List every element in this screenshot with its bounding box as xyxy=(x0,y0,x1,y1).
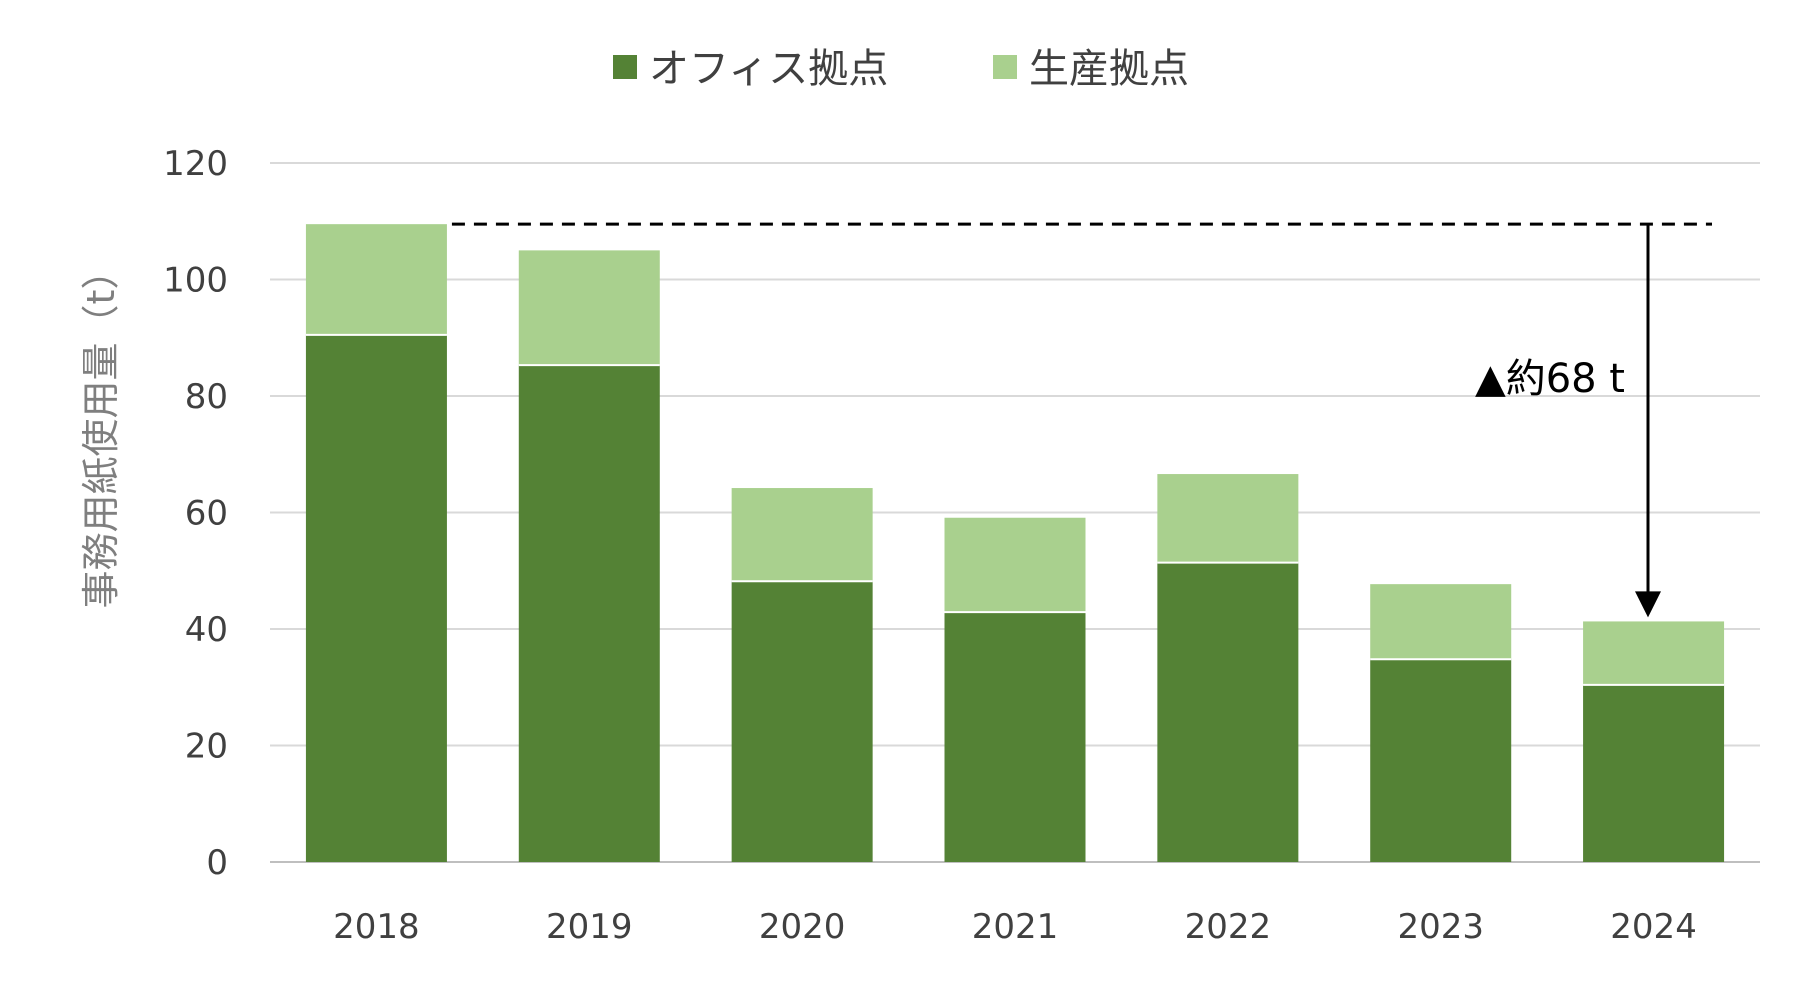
y-tick-label: 0 xyxy=(206,843,228,883)
axes: 0 20 40 60 80 100 120 2018 2019 2020 2021 2022 2023 2… xyxy=(163,144,1697,947)
bar-production xyxy=(305,224,447,335)
bar-office xyxy=(1583,684,1725,862)
bar-production xyxy=(731,488,873,582)
x-tick-label: 2020 xyxy=(759,907,846,947)
legend-label-office: オフィス拠点 xyxy=(649,46,888,92)
x-tick-label: 2024 xyxy=(1610,907,1697,947)
bar-office xyxy=(518,365,660,862)
bars xyxy=(305,224,1725,862)
reduction-annotation: ▲約68 t xyxy=(451,222,1712,618)
bar-office xyxy=(305,334,447,862)
bar-office xyxy=(731,581,873,862)
x-tick-label: 2023 xyxy=(1397,907,1484,947)
legend-swatch-production xyxy=(993,55,1017,79)
bar-production xyxy=(1157,474,1299,563)
bar-production xyxy=(1370,584,1512,660)
y-axis-title: 事務用紙使用量（t） xyxy=(79,252,123,609)
x-tick-label: 2018 xyxy=(333,907,420,947)
y-tick-label: 100 xyxy=(163,261,228,301)
legend-label-production: 生産拠点 xyxy=(1029,46,1189,92)
legend: オフィス拠点 生産拠点 xyxy=(613,46,1189,92)
x-tick-label: 2021 xyxy=(972,907,1059,947)
arrow-head-icon xyxy=(1635,591,1661,618)
bar-production xyxy=(944,517,1086,613)
y-tick-label: 20 xyxy=(185,727,228,767)
bar-production xyxy=(1583,621,1725,685)
bar-office xyxy=(1157,562,1299,862)
y-tick-label: 60 xyxy=(185,494,228,534)
x-tick-label: 2022 xyxy=(1185,907,1272,947)
bar-production xyxy=(518,250,660,366)
x-tick-label: 2019 xyxy=(546,907,633,947)
bar-office xyxy=(1370,659,1512,862)
y-tick-label: 80 xyxy=(185,377,228,417)
reduction-label: ▲約68 t xyxy=(1475,356,1625,402)
y-tick-label: 40 xyxy=(185,610,228,650)
legend-swatch-office xyxy=(613,55,637,79)
bar-office xyxy=(944,612,1086,862)
y-tick-label: 120 xyxy=(163,144,228,184)
